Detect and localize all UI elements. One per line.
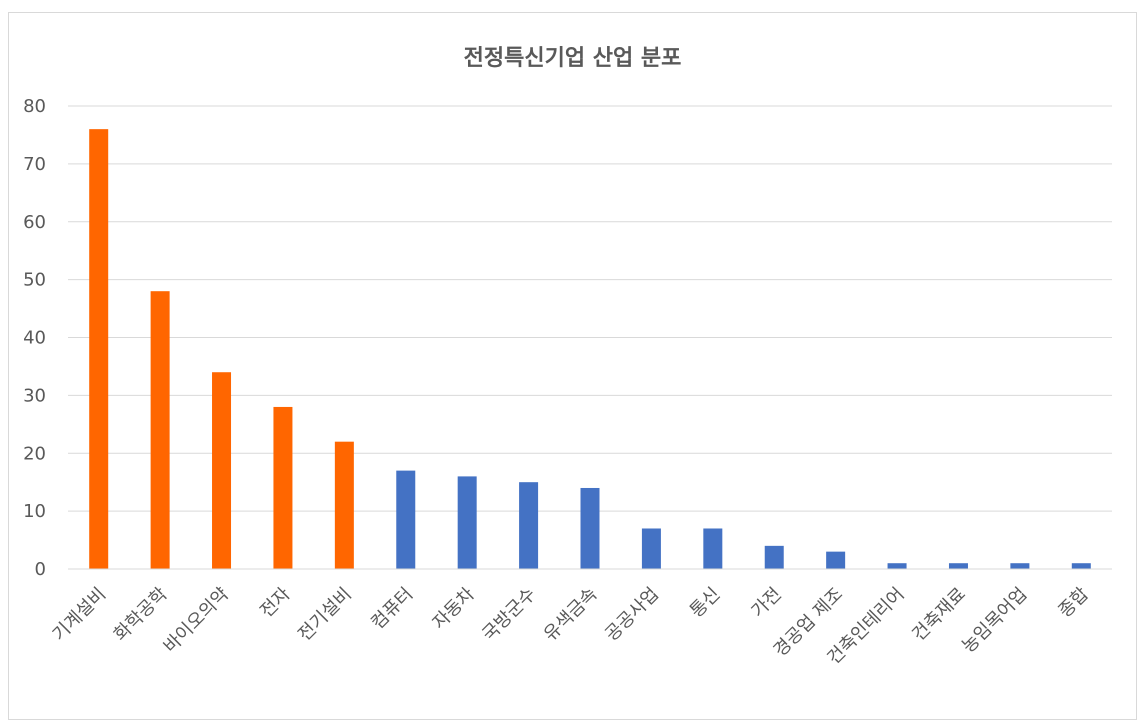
- bar: [1010, 563, 1030, 569]
- x-tick-label: 건축재료: [908, 584, 970, 646]
- x-tick-label: 전자: [256, 583, 295, 622]
- x-tick-label: 국방군수: [478, 584, 540, 646]
- chart-title: 전정특신기업 산업 분포: [463, 46, 682, 71]
- y-tick-label: 20: [23, 443, 46, 464]
- bar: [334, 441, 354, 569]
- y-tick-label: 80: [23, 96, 46, 117]
- bar: [1071, 563, 1091, 569]
- bar: [396, 470, 416, 569]
- y-tick-label: 0: [35, 559, 46, 580]
- y-tick-label: 40: [23, 328, 46, 349]
- gridlines: [68, 105, 1112, 512]
- y-tick-label: 70: [23, 154, 46, 175]
- bar: [519, 482, 539, 569]
- x-tick-label: 자동차: [429, 583, 479, 633]
- x-tick-label: 공공사업: [601, 584, 663, 646]
- bar: [89, 129, 109, 569]
- x-tick-label: 기계설비: [49, 584, 111, 646]
- bar: [948, 563, 968, 569]
- x-tick-label: 바이오의약: [160, 584, 233, 657]
- bar: [641, 528, 661, 569]
- bar: [887, 563, 907, 569]
- bar: [150, 291, 170, 569]
- y-tick-label: 60: [23, 212, 46, 233]
- bar: [212, 372, 232, 569]
- x-tick-label: 유색금속: [540, 584, 602, 646]
- y-tick-label: 30: [23, 385, 46, 406]
- x-tick-label: 농임목어업: [958, 584, 1031, 657]
- x-tick-label: 컴퓨터: [367, 584, 417, 634]
- bar: [826, 551, 846, 569]
- bar: [703, 528, 723, 569]
- bar: [580, 487, 600, 569]
- x-tick-label: 통신: [686, 584, 724, 622]
- x-tick-label: 화학공학: [110, 584, 172, 646]
- y-tick-label: 10: [23, 501, 46, 522]
- bar: [457, 476, 477, 569]
- bar: [764, 545, 784, 569]
- y-axis-ticks: 0 10 20 30 40 50 60 70 80: [23, 96, 46, 580]
- chart-frame: [8, 12, 1137, 720]
- x-tick-label: 전기설비: [294, 584, 356, 646]
- bar: [273, 406, 293, 569]
- bars: [89, 129, 1091, 569]
- y-tick-label: 50: [23, 270, 46, 291]
- x-tick-label: 종합: [1055, 584, 1093, 622]
- x-tick-label: 가전: [747, 584, 785, 622]
